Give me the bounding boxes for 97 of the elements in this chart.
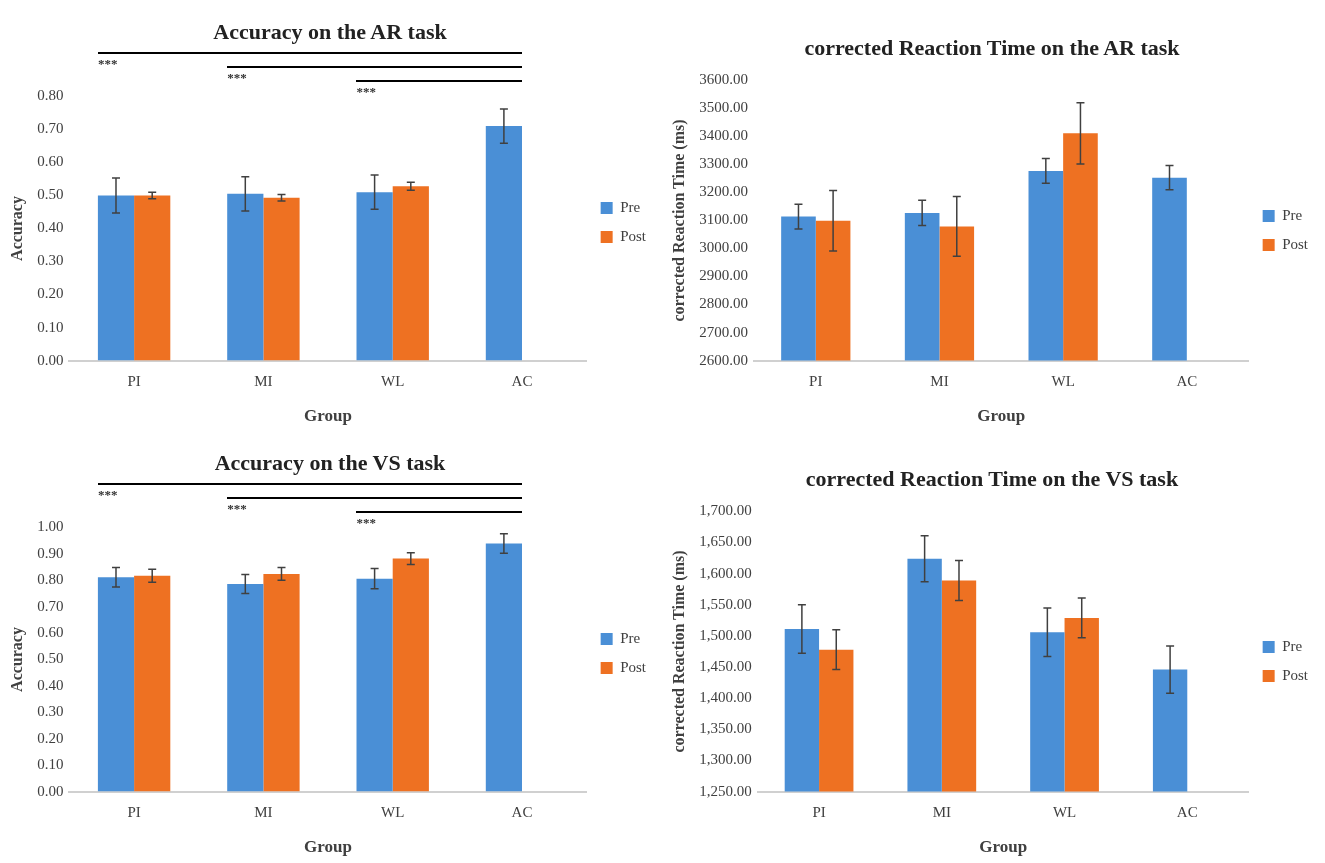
bar [356,578,393,792]
y-axis-title: corrected Reaction Time (ms) [669,550,688,753]
y-tick-label: 0.70 [37,597,64,614]
y-tick-label: 1,400.00 [699,689,752,706]
annotation: *** [356,84,376,101]
legend-label: Pre [1282,637,1303,654]
bar [134,575,171,792]
y-tick-label: 3100.00 [699,211,748,228]
x-tick-label: AC [1176,372,1198,389]
y-tick-label: 3300.00 [699,155,748,172]
y-axis-title: Accuracy [7,627,26,692]
y-tick-label: 1,550.00 [699,595,752,612]
legend-label: Post [1282,666,1309,683]
x-tick-label: WL [1051,372,1075,389]
y-tick-label: 0.60 [37,153,64,170]
y-tick-label: 3400.00 [699,127,748,144]
y-tick-label: 3500.00 [699,99,748,116]
y-tick-label: 1,350.00 [699,720,752,737]
legend-label: Post [620,227,647,244]
y-axis-title: corrected Reaction Time (ms) [669,119,688,322]
y-tick-label: 3600.00 [699,71,748,88]
y-tick-label: 0.70 [37,120,64,137]
x-tick-label: AC [511,803,533,820]
legend-label: Pre [1282,206,1303,223]
x-tick-label: WL [381,803,405,820]
x-axis-title: Group [977,406,1026,426]
y-tick-label: 3200.00 [699,183,748,200]
y-tick-label: 3000.00 [699,239,748,256]
x-tick-label: MI [254,372,273,389]
x-tick-label: AC [511,372,533,389]
y-tick-label: 0.80 [37,87,64,104]
y-tick-label: 1,650.00 [699,533,752,550]
x-tick-label: MI [254,803,273,820]
y-tick-label: 1,250.00 [699,782,752,799]
x-tick-label: WL [381,372,405,389]
chart-title: Accuracy on the AR task [213,18,448,44]
y-tick-label: 0.20 [37,729,64,746]
bar [485,126,522,361]
y-tick-label: 0.90 [37,544,64,561]
bar [392,186,429,361]
y-tick-label: 0.10 [37,756,64,773]
y-tick-label: 1,500.00 [699,626,752,643]
text: *** [97,56,118,73]
y-tick-label: 0.30 [37,252,64,269]
y-axis-title: Accuracy [7,196,26,261]
bar [97,195,135,361]
chart-title: Accuracy on the VS task [214,449,447,475]
y-tick-label: 2600.00 [699,351,748,368]
y-tick-label: 0.30 [37,703,64,720]
chart-title: corrected Reaction Time on the VS task [805,465,1179,491]
x-axis-title: Group [979,837,1028,857]
bar [97,577,135,792]
y-tick-label: 0.50 [37,186,64,203]
bar [134,195,171,361]
text: *** [227,501,247,518]
y-tick-label: 2800.00 [699,295,748,312]
bar [485,543,522,792]
x-tick-label: MI [932,803,951,820]
y-tick-label: 1,450.00 [699,658,752,674]
bar [227,583,264,792]
x-tick-label: PI [812,803,826,820]
bar [392,558,429,792]
y-tick-label: 0.00 [37,351,64,368]
text: *** [97,487,118,504]
y-tick-label: 0.20 [37,285,64,302]
chart-title: corrected Reaction Time on the AR task [804,34,1181,60]
y-tick-label: 1,600.00 [699,564,752,581]
legend-label: Post [1282,235,1309,252]
x-tick-label: AC [1176,803,1198,820]
y-tick-label: 1,700.00 [699,502,752,519]
x-tick-label: WL [1052,803,1077,820]
legend-label: Post [620,658,647,675]
y-tick-label: 0.00 [37,782,64,799]
y-tick-label: 2900.00 [699,267,748,284]
y-tick-label: 1.00 [37,518,64,535]
y-tick-label: 0.40 [37,219,64,236]
x-tick-label: PI [809,372,823,389]
x-axis-title: Group [304,837,352,857]
x-tick-label: PI [127,803,141,820]
x-axis-title: Group [304,406,352,426]
annotation: *** [356,515,376,532]
y-tick-label: 0.80 [37,571,64,588]
bar [356,192,393,361]
y-tick-label: 0.40 [37,676,64,693]
y-tick-label: 1,300.00 [699,751,752,768]
bar [227,193,264,361]
bar [263,197,300,361]
x-tick-label: MI [930,372,949,389]
y-tick-label: 0.60 [37,624,64,641]
y-tick-label: 0.10 [37,318,64,335]
y-tick-label: 0.50 [37,650,64,667]
text: *** [227,70,247,87]
legend-label: Pre [620,629,641,646]
x-tick-label: PI [127,372,141,389]
legend-label: Pre [620,198,641,215]
bar [263,573,300,792]
y-tick-label: 2700.00 [699,323,748,340]
